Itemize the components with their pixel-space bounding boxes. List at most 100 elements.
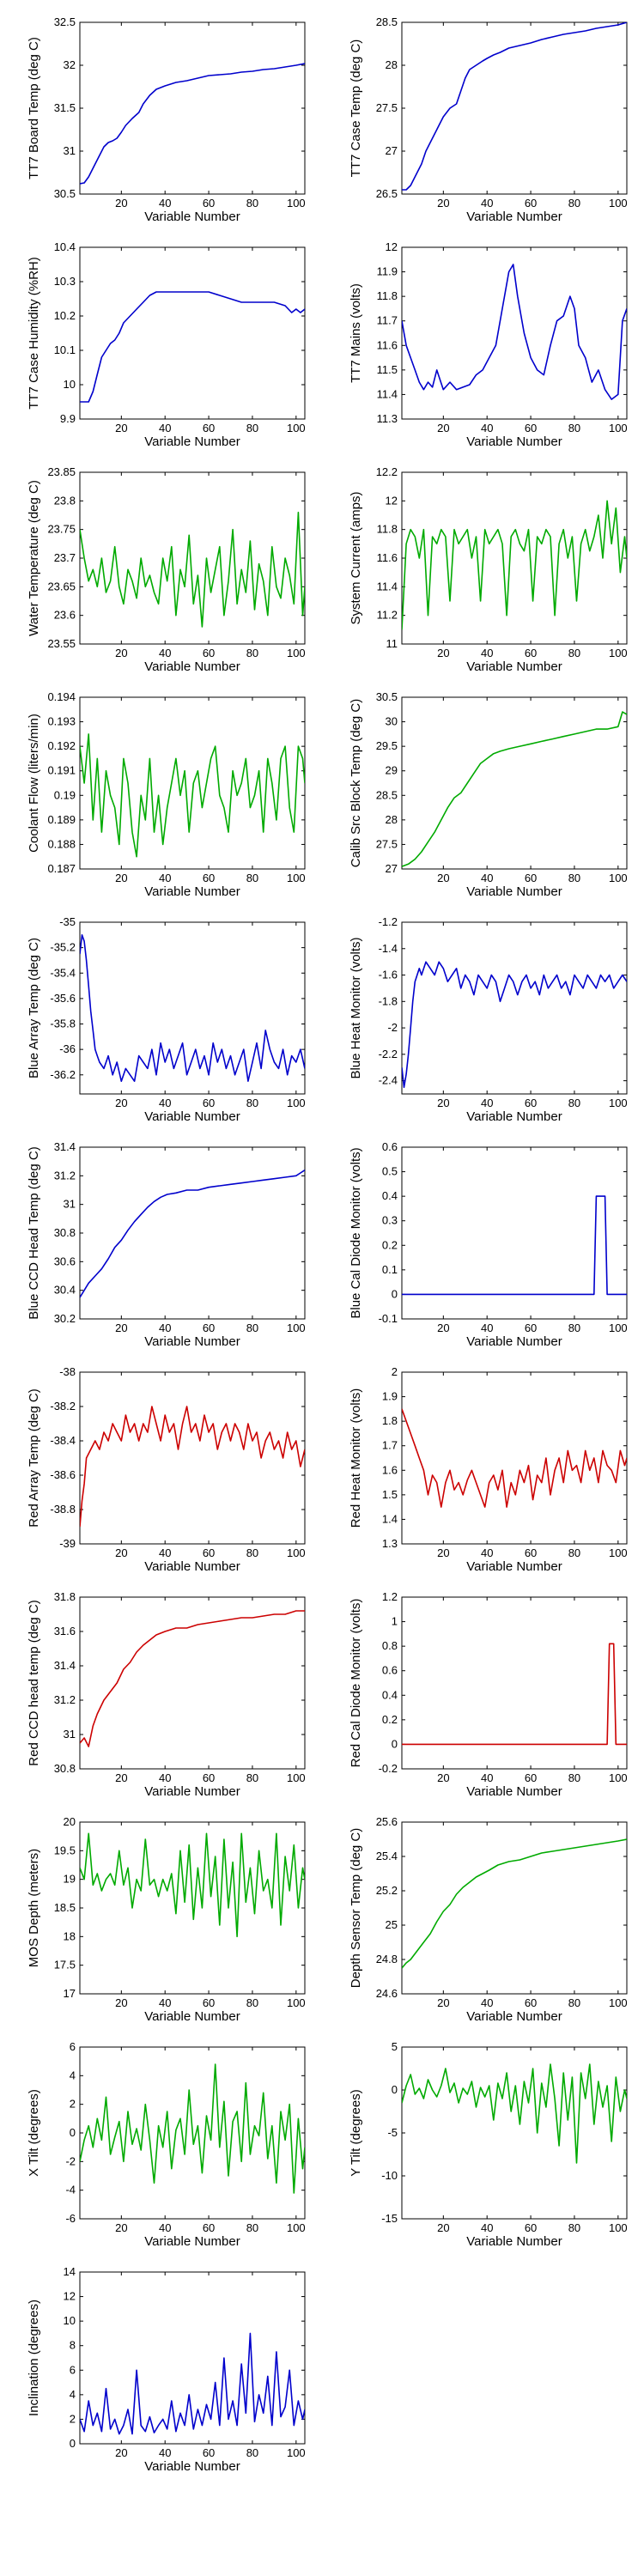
series-line-water-temperature-deg-c	[80, 511, 305, 628]
y-tick-label: -6	[65, 2212, 76, 2225]
x-axis-label: Variable Number	[466, 1109, 562, 1124]
x-tick-label: 100	[609, 197, 628, 210]
y-tick-label: -38.4	[50, 1434, 76, 1447]
y-tick-label: -1.8	[379, 994, 398, 1007]
x-tick-label: 20	[437, 1097, 449, 1109]
chart-svg: 20 40 60 80 100 17 17.5 18 18.5 19 19.5 20 Variable …	[27, 1815, 306, 2024]
x-tick-label: 80	[568, 1097, 580, 1109]
series-line-inclination-degrees	[80, 2332, 305, 2435]
chart-svg: 20 40 60 80 100 30.8 31 31.2 31.4 31.6 31.8 Variabl…	[27, 1590, 306, 1799]
x-tick-label: 100	[609, 1321, 628, 1334]
chart-svg: 20 40 60 80 100 0.187 0.188 0.189 0.19 0.191 0.192…	[27, 690, 306, 899]
y-tick-label: -38.2	[50, 1400, 76, 1413]
x-tick-label: 80	[246, 1996, 258, 2009]
y-tick-label: 0.194	[47, 690, 76, 703]
y-tick-label: 1.9	[382, 1390, 398, 1403]
y-tick-label: 0.6	[382, 1140, 398, 1153]
plot-area	[401, 1596, 628, 1770]
y-tick-label: -36	[59, 1042, 76, 1055]
x-tick-label: 100	[287, 2221, 306, 2234]
plot-area	[401, 696, 628, 870]
x-tick-label: 100	[609, 647, 628, 659]
y-tick-label: 24.6	[376, 1987, 398, 2000]
x-tick-label: 60	[203, 422, 215, 434]
y-tick-label: -1.4	[379, 942, 398, 955]
chart-svg: 20 40 60 80 100 -15 -10 -5 0 5 Variable Number Y Ti…	[349, 2040, 628, 2249]
y-tick-label: 28	[386, 58, 398, 71]
y-tick-label: -35.4	[50, 966, 76, 979]
x-tick-label: 40	[159, 1771, 171, 1784]
chart-panel-mos-depth-meters: 20 40 60 80 100 17 17.5 18 18.5 19 19.5 20 Variable …	[0, 1803, 322, 2028]
x-tick-label: 20	[115, 2221, 127, 2234]
x-tick-label: 40	[159, 1996, 171, 2009]
y-axis-label: TT7 Case Humidity (%RH)	[27, 257, 41, 410]
y-tick-label: -35	[59, 915, 76, 928]
x-tick-label: 100	[287, 1546, 306, 1559]
x-tick-label: 40	[481, 872, 493, 884]
series-line-system-current-amps	[402, 500, 627, 630]
x-tick-label: 80	[246, 2221, 258, 2234]
chart-panel-tt7-case-temp-deg-c: 20 40 60 80 100 26.5 27 27.5 28 28.5 Variable Numb…	[322, 3, 644, 228]
chart-panel-system-current-amps: 20 40 60 80 100 11 11.2 11.4 11.6 11.8 12 12.2 Varia…	[322, 453, 644, 678]
y-tick-label: 0.4	[382, 1688, 398, 1701]
plot-area	[401, 1371, 628, 1545]
y-tick-label: 1.5	[382, 1488, 398, 1501]
x-tick-label: 80	[568, 1321, 580, 1334]
x-tick-label: 40	[159, 1097, 171, 1109]
y-axis-label: Red Cal Diode Monitor (volts)	[349, 1599, 363, 1768]
y-tick-label: 31.4	[54, 1140, 76, 1153]
y-tick-label: 26.5	[376, 187, 398, 200]
chart-svg: 20 40 60 80 100 0 2 4 6 8 10 12 14 Variable Number Inc…	[27, 2265, 306, 2474]
x-tick-label: 40	[481, 647, 493, 659]
x-tick-label: 60	[203, 872, 215, 884]
chart-svg: 20 40 60 80 100 -0.1 0 0.1 0.2 0.3 0.4 0.5 0.6 Variab…	[349, 1140, 628, 1349]
y-axis-label: Depth Sensor Temp (deg C)	[349, 1828, 363, 1988]
y-tick-label: 20	[64, 1815, 76, 1828]
y-tick-label: 4	[70, 2069, 76, 2081]
plot-area	[401, 921, 628, 1095]
x-tick-label: 40	[159, 647, 171, 659]
y-tick-label: 0	[392, 2083, 398, 2096]
x-tick-label: 60	[203, 1097, 215, 1109]
y-tick-label: 0.1	[382, 1263, 398, 1276]
chart-svg: 20 40 60 80 100 30.5 31 31.5 32 32.5 Variable Numb…	[27, 15, 306, 224]
y-tick-label: 1	[392, 1615, 398, 1628]
series-line-tt7-case-temp-deg-c	[402, 22, 627, 191]
y-tick-label: 0	[70, 2126, 76, 2139]
y-tick-label: 0.5	[382, 1165, 398, 1178]
series-line-x-tilt-degrees	[80, 2063, 305, 2194]
y-tick-label: 31.5	[54, 101, 76, 114]
y-tick-label: 11.8	[377, 289, 398, 302]
y-tick-label: 19	[64, 1873, 76, 1886]
y-tick-label: 1.8	[382, 1414, 398, 1427]
y-axis-label: TT7 Mains (volts)	[349, 283, 363, 383]
y-tick-label: 23.85	[47, 465, 76, 478]
y-tick-label: 23.65	[47, 580, 76, 592]
y-tick-label: 32	[64, 58, 76, 71]
y-tick-label: 1.4	[382, 1512, 398, 1525]
y-axis-label: TT7 Case Temp (deg C)	[349, 39, 363, 178]
y-tick-label: 11	[386, 637, 398, 650]
chart-panel-tt7-case-humidity-rh: 20 40 60 80 100 9.9 10 10.1 10.2 10.3 10.4 Variable…	[0, 228, 322, 453]
y-tick-label: 30.4	[54, 1284, 76, 1297]
chart-panel-red-cal-diode-monitor-volts: 20 40 60 80 100 -0.2 0 0.2 0.4 0.6 0.8 1 1.2 Variable…	[322, 1578, 644, 1803]
y-tick-label: 30.5	[376, 690, 398, 703]
x-tick-label: 100	[609, 1097, 628, 1109]
chart-panel-x-tilt-degrees: 20 40 60 80 100 -6 -4 -2 0 2 4 6 Variable Number X Ti…	[0, 2028, 322, 2253]
x-tick-label: 60	[203, 197, 215, 210]
series-line-depth-sensor-temp-deg-c	[402, 1838, 627, 1969]
chart-svg: 20 40 60 80 100 -6 -4 -2 0 2 4 6 Variable Number X Ti…	[27, 2040, 306, 2249]
x-tick-label: 80	[246, 647, 258, 659]
plot-area	[79, 1371, 306, 1545]
y-tick-label: 2	[392, 1365, 398, 1378]
y-tick-label: -38.6	[50, 1468, 76, 1481]
x-tick-label: 100	[287, 2446, 306, 2459]
chart-panel-y-tilt-degrees: 20 40 60 80 100 -15 -10 -5 0 5 Variable Number Y Ti…	[322, 2028, 644, 2253]
y-tick-label: 1.3	[382, 1537, 398, 1550]
x-tick-label: 100	[287, 197, 306, 210]
x-axis-label: Variable Number	[466, 884, 562, 899]
y-tick-label: 0.6	[382, 1664, 398, 1677]
chart-svg: 20 40 60 80 100 -1.2 -1.4 -1.6 -1.8 -2 -2.2 -2.4 Var…	[349, 915, 628, 1124]
chart-panel-blue-array-temp-deg-c: 20 40 60 80 100 -35 -35.2 -35.4 -35.6 -35.8 -36 -36…	[0, 903, 322, 1128]
x-tick-label: 60	[525, 1097, 537, 1109]
